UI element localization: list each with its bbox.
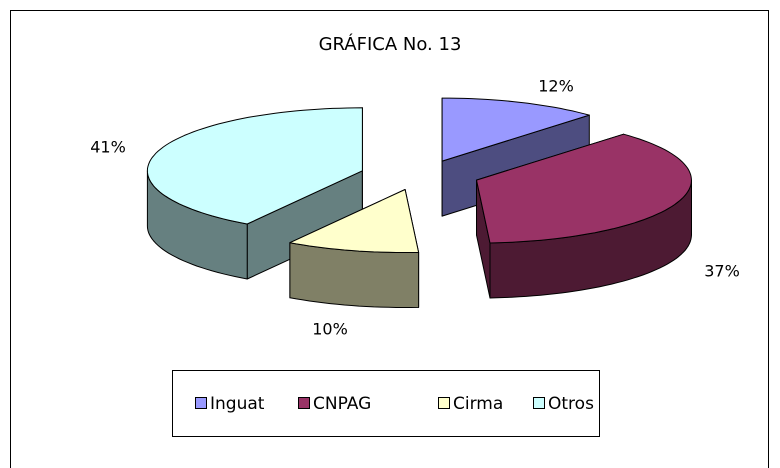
- legend-swatch: [298, 397, 310, 409]
- legend-box: [172, 370, 600, 437]
- legend-label: Cirma: [453, 394, 503, 414]
- slice-top: [146, 107, 363, 225]
- legend-swatch: [533, 397, 545, 409]
- data-label: 12%: [538, 77, 574, 96]
- data-label: 37%: [704, 262, 740, 281]
- slice-top: [289, 189, 420, 253]
- slice-top: [441, 97, 590, 162]
- slice-top: [476, 133, 692, 244]
- legend-label: Inguat: [210, 394, 265, 414]
- legend-swatch: [438, 397, 450, 409]
- data-label: 10%: [312, 320, 348, 339]
- legend-label: CNPAG: [313, 394, 371, 414]
- legend-label: Otros: [548, 394, 594, 414]
- data-label: 41%: [90, 138, 126, 157]
- chart-title: GRÁFICA No. 13: [319, 33, 462, 55]
- legend-swatch: [195, 397, 207, 409]
